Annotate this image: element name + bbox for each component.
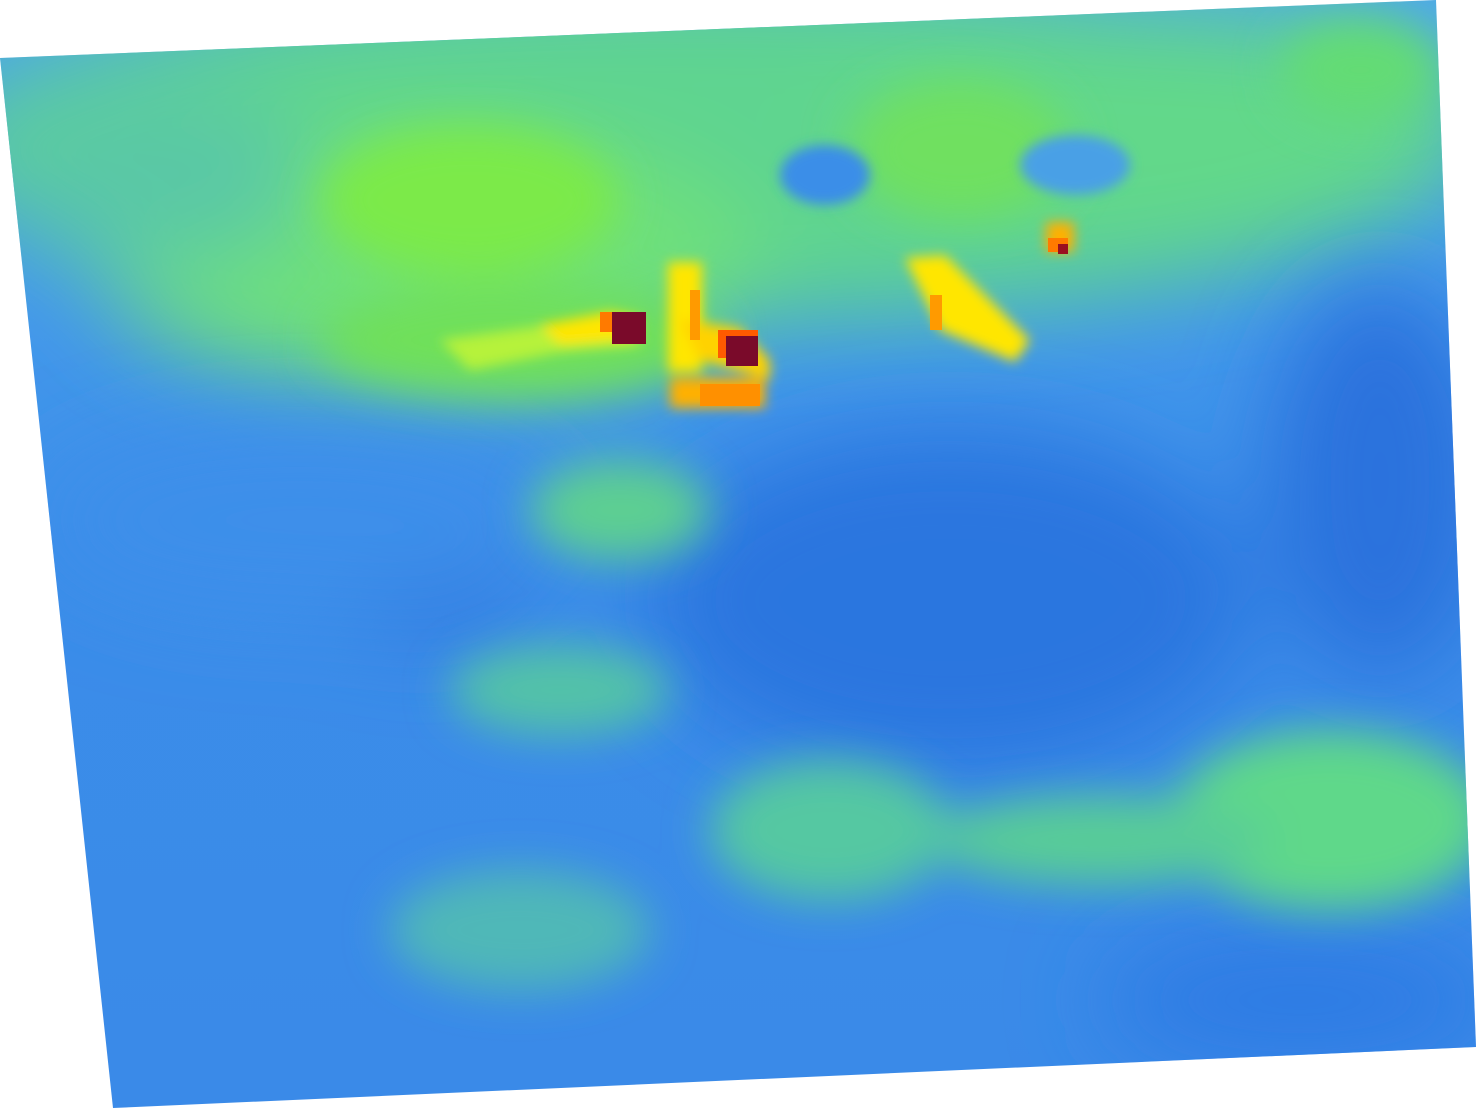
low-value-zones bbox=[40, 280, 1476, 1070]
peak-value-cores bbox=[600, 238, 1068, 406]
